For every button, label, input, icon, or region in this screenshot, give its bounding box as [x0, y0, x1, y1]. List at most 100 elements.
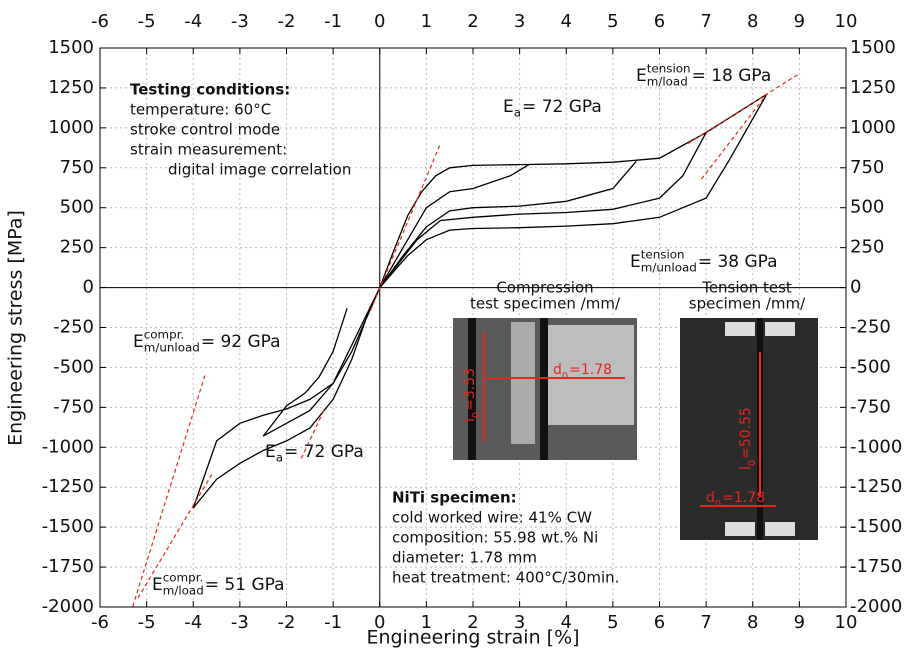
x-tick-label-top: 8	[747, 11, 758, 32]
photo-specimen	[511, 322, 535, 444]
y-tick-label-right: -1750	[850, 556, 902, 577]
block-line: digital image correlation	[168, 161, 351, 179]
y-tick-label-right: -1500	[850, 516, 902, 537]
annotation: l0=3.53	[462, 368, 482, 422]
annotation: d 0 =1.78	[706, 490, 765, 510]
line	[299, 410, 325, 461]
x-tick-label: -4	[184, 612, 202, 633]
annotation-text: =3.53	[462, 368, 478, 411]
photo	[680, 318, 818, 540]
x-tick-label-top: -2	[278, 11, 296, 32]
annotation: d 0 =1.78	[553, 362, 612, 382]
y-tick-label-right: 250	[850, 237, 884, 258]
annotation-sub: m/load	[647, 75, 688, 89]
line	[379, 164, 530, 288]
annotation-sup: tension	[641, 248, 685, 262]
annotation-base: d	[706, 490, 715, 506]
annotation-text: = 72 GPa	[284, 442, 364, 462]
block-title: Testing conditions:	[130, 81, 290, 99]
block-line: cold worked wire: 41% CW	[392, 509, 592, 527]
photo-bar	[540, 318, 548, 460]
y-tick-label-right: -1250	[850, 476, 902, 497]
x-tick-label-top: -6	[91, 11, 109, 32]
photo-bg	[548, 325, 634, 425]
x-tick-label: -5	[138, 612, 156, 633]
y-tick-label: -250	[53, 317, 94, 338]
line	[379, 93, 768, 288]
y-tick-label: -750	[53, 396, 94, 417]
x-tick-label: 8	[747, 612, 758, 633]
annotation-sub: m/unload	[144, 341, 200, 355]
y-tick-label-right: -250	[850, 317, 891, 338]
annotation: l0=50.55	[738, 407, 758, 470]
line	[136, 474, 213, 600]
photo-grip	[725, 322, 755, 336]
annotation-text: = 38 GPa	[698, 252, 778, 272]
x-tick-label-top: 3	[514, 11, 525, 32]
y-tick-label: 1000	[48, 117, 94, 138]
annotation-text: = 92 GPa	[201, 332, 281, 352]
annotation-base: E	[152, 575, 163, 595]
x-tick-label-top: 4	[561, 11, 572, 32]
plot-frame	[99, 47, 847, 608]
block-title: NiTi specimen:	[392, 489, 517, 507]
x-tick-label: 9	[794, 612, 805, 633]
y-tick-label: -1500	[42, 516, 94, 537]
photo-title: Compression	[496, 279, 593, 297]
y-tick-label-right: 1000	[850, 117, 896, 138]
x-tick-label-top: -1	[324, 11, 342, 32]
annotation-sub: 0	[715, 499, 721, 510]
x-tick-label-top: 10	[835, 11, 858, 32]
block-line: diameter: 1.78 mm	[392, 549, 537, 567]
block-line: strain measurement:	[130, 141, 287, 159]
photo-grip	[765, 522, 795, 536]
x-tick-label: -1	[324, 612, 342, 633]
line	[687, 73, 800, 145]
line	[262, 308, 348, 437]
annotation-sub: a	[514, 106, 521, 120]
y-tick-label: 1500	[48, 37, 94, 58]
x-tick-label: 1	[421, 612, 432, 633]
y-tick-label-right: 750	[850, 157, 884, 178]
x-tick-label-top: -3	[231, 11, 249, 32]
y-tick-label-right: -750	[850, 396, 891, 417]
annotation-sub: 0	[471, 412, 482, 418]
y-tick-label: -500	[53, 356, 94, 377]
photo-grip	[765, 322, 795, 336]
block-line: heat treatment: 400°C/30min.	[392, 569, 619, 587]
block-line: temperature: 60°C	[130, 101, 271, 119]
y-tick-label: -1250	[42, 476, 94, 497]
annotation-base: E	[630, 252, 641, 272]
x-tick-label-top: 7	[700, 11, 711, 32]
line	[192, 287, 381, 509]
block-line: composition: 55.98 wt.% Ni	[392, 529, 598, 547]
x-tick-label-top: -5	[138, 11, 156, 32]
x-tick-label-top: 2	[467, 11, 478, 32]
x-tick-label-top: 6	[654, 11, 665, 32]
y-tick-label-right: -500	[850, 356, 891, 377]
x-tick-label: -6	[91, 612, 109, 633]
line	[262, 287, 381, 437]
annotation-sup: compr.	[144, 328, 185, 342]
photo-title: test specimen /mm/	[470, 295, 621, 313]
photo-bar	[468, 318, 476, 460]
y-tick-label-right: 0	[850, 277, 861, 298]
annotation-text: =1.78	[722, 490, 765, 506]
annotation-text: = 72 GPa	[522, 97, 602, 117]
x-tick-label: 7	[700, 612, 711, 633]
x-tick-label-top: 9	[794, 11, 805, 32]
x-axis-label: Engineering strain [%]	[366, 627, 579, 649]
annotation-sup: compr.	[163, 571, 204, 585]
annotation-base: E	[133, 332, 144, 352]
x-tick-label: 3	[514, 612, 525, 633]
x-tick-label: -2	[278, 612, 296, 633]
photo-title: specimen /mm/	[689, 295, 806, 313]
y-tick-label: -1750	[42, 556, 94, 577]
y-tick-label-right: 500	[850, 197, 884, 218]
annotation-text: =50.55	[738, 407, 754, 459]
x-tick-label-top: 5	[607, 11, 618, 32]
